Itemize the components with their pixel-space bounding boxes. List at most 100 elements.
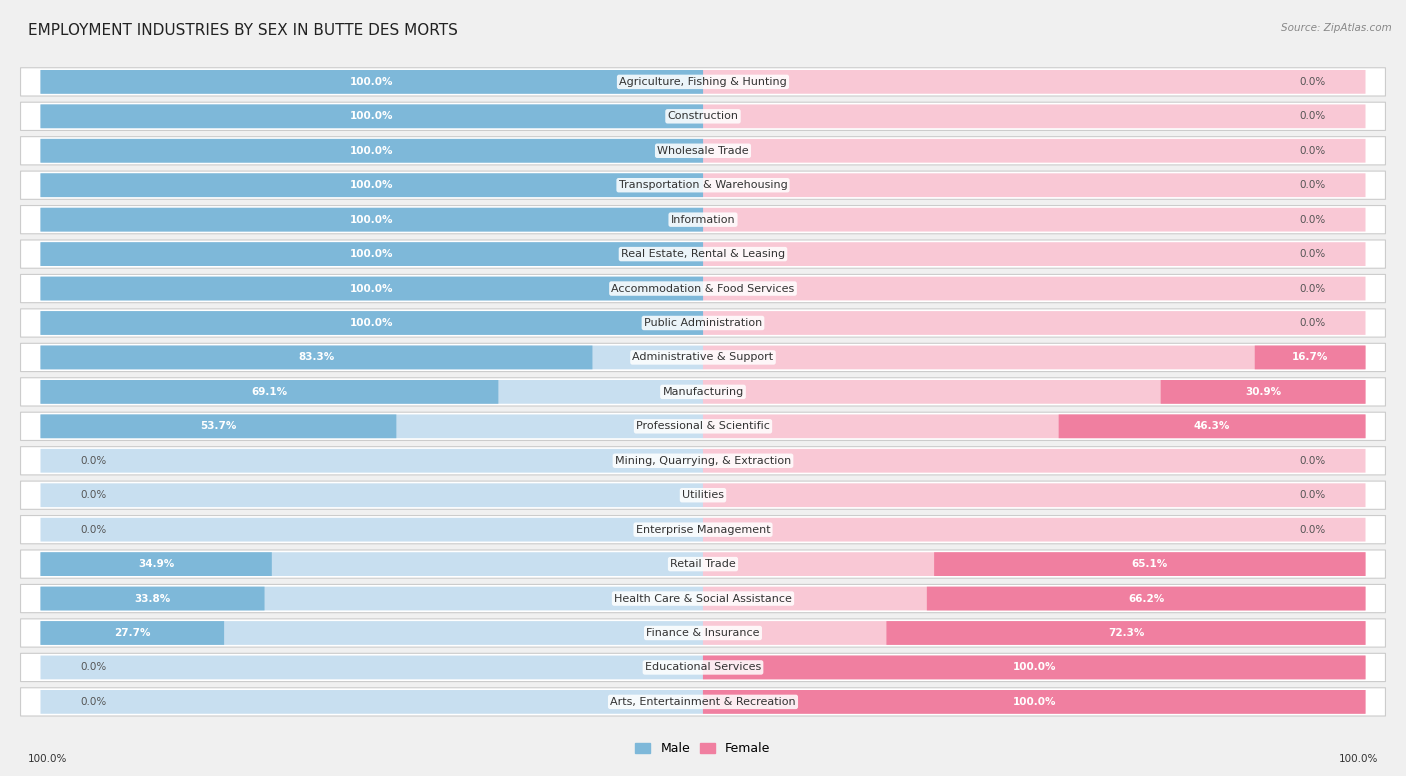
FancyBboxPatch shape — [41, 483, 703, 507]
Text: 100.0%: 100.0% — [1339, 754, 1378, 764]
Text: 0.0%: 0.0% — [1299, 180, 1326, 190]
Text: 33.8%: 33.8% — [135, 594, 170, 604]
FancyBboxPatch shape — [41, 311, 703, 335]
Text: 53.7%: 53.7% — [200, 421, 236, 431]
FancyBboxPatch shape — [703, 345, 1365, 369]
FancyBboxPatch shape — [41, 380, 703, 404]
Text: 0.0%: 0.0% — [80, 525, 107, 535]
Text: 100.0%: 100.0% — [350, 249, 394, 259]
FancyBboxPatch shape — [41, 70, 703, 94]
FancyBboxPatch shape — [703, 414, 1365, 438]
FancyBboxPatch shape — [41, 70, 703, 94]
FancyBboxPatch shape — [703, 277, 1365, 300]
FancyBboxPatch shape — [41, 621, 224, 645]
Text: 100.0%: 100.0% — [350, 215, 394, 225]
Text: Accommodation & Food Services: Accommodation & Food Services — [612, 283, 794, 293]
FancyBboxPatch shape — [703, 656, 1365, 679]
Text: 100.0%: 100.0% — [1012, 697, 1056, 707]
Text: 100.0%: 100.0% — [350, 283, 394, 293]
FancyBboxPatch shape — [41, 277, 703, 300]
FancyBboxPatch shape — [41, 414, 396, 438]
FancyBboxPatch shape — [703, 483, 1365, 507]
FancyBboxPatch shape — [703, 690, 1365, 714]
Text: Enterprise Management: Enterprise Management — [636, 525, 770, 535]
Text: 0.0%: 0.0% — [1299, 283, 1326, 293]
FancyBboxPatch shape — [21, 515, 1385, 544]
FancyBboxPatch shape — [703, 380, 1365, 404]
Text: Wholesale Trade: Wholesale Trade — [657, 146, 749, 156]
FancyBboxPatch shape — [1161, 380, 1365, 404]
Text: 72.3%: 72.3% — [1108, 628, 1144, 638]
FancyBboxPatch shape — [21, 653, 1385, 681]
Text: Finance & Insurance: Finance & Insurance — [647, 628, 759, 638]
Text: 100.0%: 100.0% — [350, 111, 394, 121]
FancyBboxPatch shape — [934, 553, 1365, 576]
FancyBboxPatch shape — [703, 690, 1365, 714]
Text: Utilities: Utilities — [682, 490, 724, 501]
FancyBboxPatch shape — [41, 414, 703, 438]
FancyBboxPatch shape — [21, 275, 1385, 303]
Text: 0.0%: 0.0% — [1299, 249, 1326, 259]
Text: 0.0%: 0.0% — [1299, 77, 1326, 87]
Text: 0.0%: 0.0% — [80, 456, 107, 466]
Text: EMPLOYMENT INDUSTRIES BY SEX IN BUTTE DES MORTS: EMPLOYMENT INDUSTRIES BY SEX IN BUTTE DE… — [28, 23, 458, 38]
Text: Public Administration: Public Administration — [644, 318, 762, 328]
Text: 16.7%: 16.7% — [1292, 352, 1329, 362]
FancyBboxPatch shape — [21, 550, 1385, 578]
FancyBboxPatch shape — [927, 587, 1365, 611]
Text: Manufacturing: Manufacturing — [662, 387, 744, 397]
FancyBboxPatch shape — [41, 345, 703, 369]
FancyBboxPatch shape — [1059, 414, 1365, 438]
FancyBboxPatch shape — [703, 208, 1365, 231]
FancyBboxPatch shape — [703, 656, 1365, 679]
FancyBboxPatch shape — [703, 553, 1365, 576]
Text: 0.0%: 0.0% — [1299, 525, 1326, 535]
Text: Health Care & Social Assistance: Health Care & Social Assistance — [614, 594, 792, 604]
FancyBboxPatch shape — [703, 621, 1365, 645]
FancyBboxPatch shape — [703, 70, 1365, 94]
Text: 65.1%: 65.1% — [1132, 559, 1168, 569]
FancyBboxPatch shape — [21, 481, 1385, 509]
Text: Source: ZipAtlas.com: Source: ZipAtlas.com — [1281, 23, 1392, 33]
Text: 100.0%: 100.0% — [350, 77, 394, 87]
FancyBboxPatch shape — [41, 173, 703, 197]
FancyBboxPatch shape — [21, 309, 1385, 337]
Text: Mining, Quarrying, & Extraction: Mining, Quarrying, & Extraction — [614, 456, 792, 466]
FancyBboxPatch shape — [41, 380, 498, 404]
Text: 0.0%: 0.0% — [1299, 146, 1326, 156]
Text: 100.0%: 100.0% — [28, 754, 67, 764]
Text: 100.0%: 100.0% — [1012, 663, 1056, 673]
FancyBboxPatch shape — [41, 518, 703, 542]
FancyBboxPatch shape — [41, 345, 592, 369]
FancyBboxPatch shape — [21, 412, 1385, 441]
FancyBboxPatch shape — [21, 102, 1385, 130]
FancyBboxPatch shape — [21, 68, 1385, 96]
FancyBboxPatch shape — [703, 242, 1365, 266]
FancyBboxPatch shape — [41, 311, 703, 335]
Text: Transportation & Warehousing: Transportation & Warehousing — [619, 180, 787, 190]
FancyBboxPatch shape — [21, 447, 1385, 475]
Text: Educational Services: Educational Services — [645, 663, 761, 673]
Text: 0.0%: 0.0% — [80, 697, 107, 707]
Text: Arts, Entertainment & Recreation: Arts, Entertainment & Recreation — [610, 697, 796, 707]
Text: 0.0%: 0.0% — [1299, 215, 1326, 225]
Text: Construction: Construction — [668, 111, 738, 121]
FancyBboxPatch shape — [41, 139, 703, 163]
FancyBboxPatch shape — [703, 518, 1365, 542]
FancyBboxPatch shape — [21, 584, 1385, 613]
Text: 46.3%: 46.3% — [1194, 421, 1230, 431]
Text: 100.0%: 100.0% — [350, 180, 394, 190]
FancyBboxPatch shape — [41, 242, 703, 266]
Text: 100.0%: 100.0% — [350, 146, 394, 156]
FancyBboxPatch shape — [41, 105, 703, 128]
Text: 69.1%: 69.1% — [252, 387, 287, 397]
Text: 0.0%: 0.0% — [80, 490, 107, 501]
FancyBboxPatch shape — [41, 242, 703, 266]
Text: Agriculture, Fishing & Hunting: Agriculture, Fishing & Hunting — [619, 77, 787, 87]
FancyBboxPatch shape — [1254, 345, 1365, 369]
FancyBboxPatch shape — [21, 171, 1385, 199]
Text: Professional & Scientific: Professional & Scientific — [636, 421, 770, 431]
Text: Retail Trade: Retail Trade — [671, 559, 735, 569]
Text: 0.0%: 0.0% — [1299, 456, 1326, 466]
FancyBboxPatch shape — [21, 688, 1385, 716]
